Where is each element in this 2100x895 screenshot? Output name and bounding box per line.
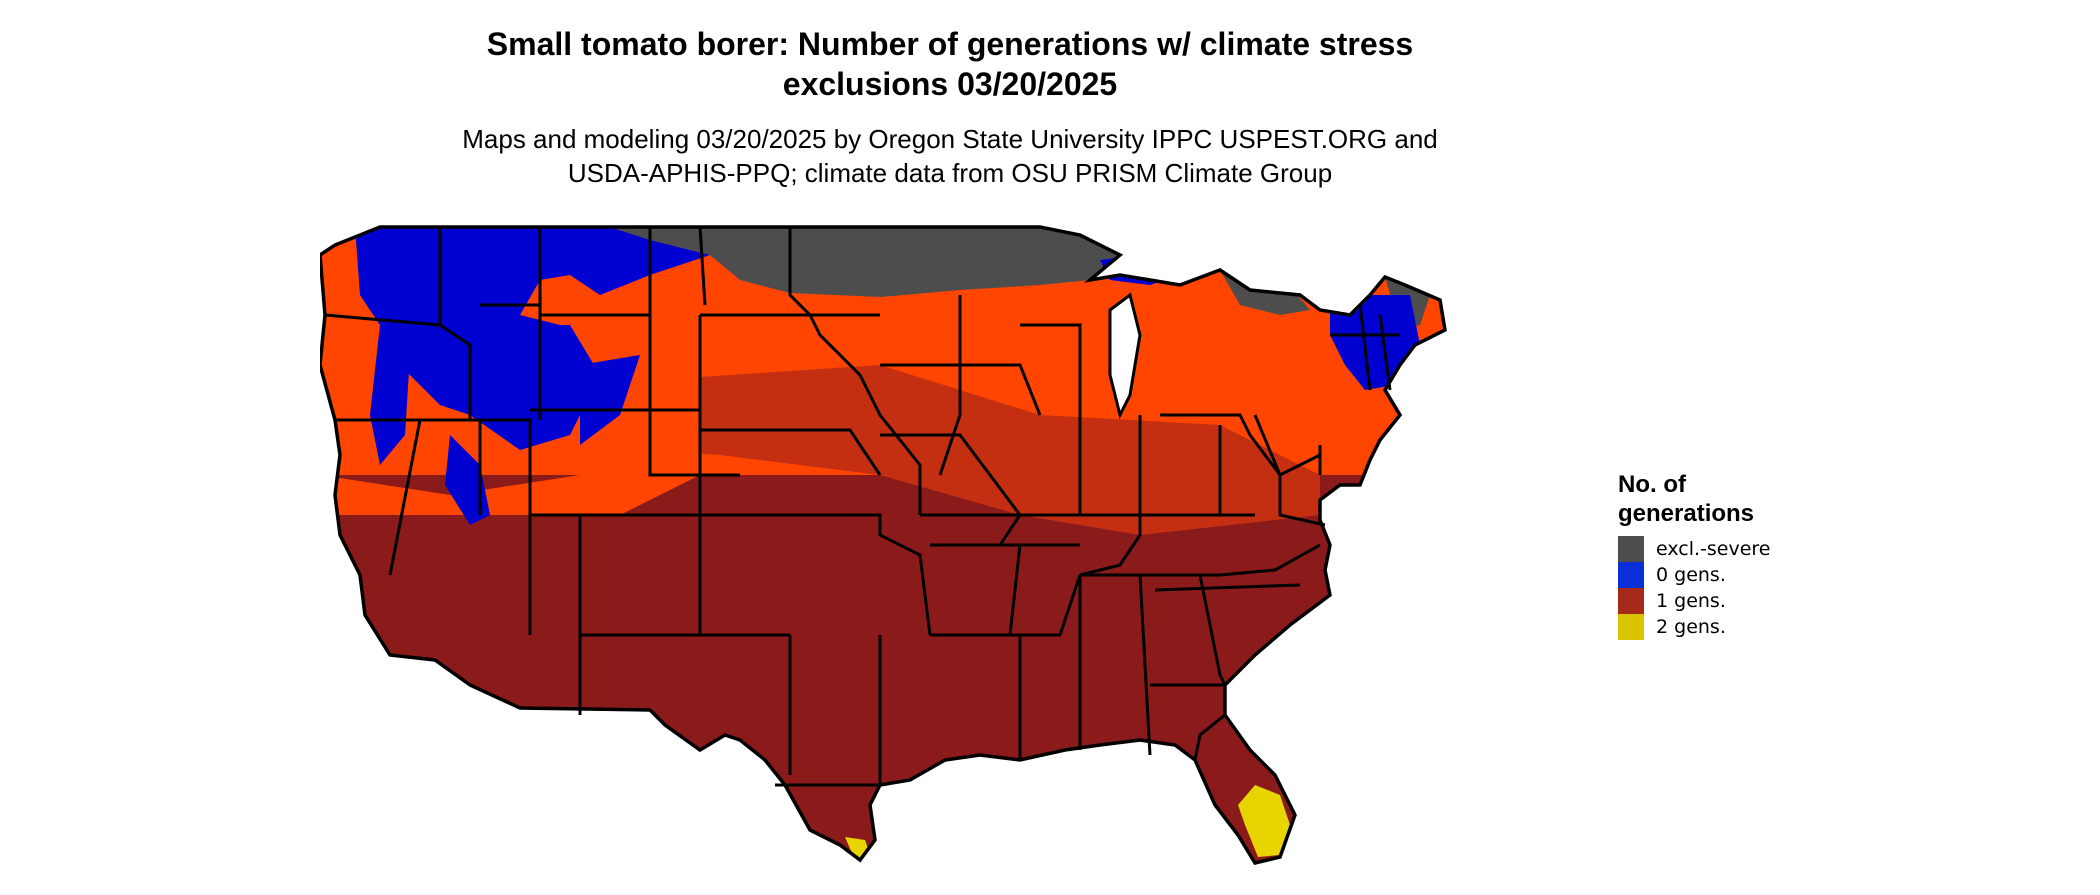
legend-title: No. of generations bbox=[1618, 470, 1771, 528]
title-line-2: exclusions 03/20/2025 bbox=[782, 66, 1118, 102]
excl-north-central bbox=[610, 227, 1120, 297]
us-generations-map bbox=[320, 225, 1447, 865]
generation-zones bbox=[320, 227, 1445, 863]
legend-label: excl.-severe bbox=[1656, 538, 1771, 560]
legend-swatch bbox=[1618, 588, 1644, 614]
legend-label: 2 gens. bbox=[1656, 616, 1726, 638]
legend-item-1-gens: 1 gens. bbox=[1618, 588, 1771, 614]
legend-swatch bbox=[1618, 562, 1644, 588]
map-subtitle: Maps and modeling 03/20/2025 by Oregon S… bbox=[0, 122, 1900, 190]
state-boundaries bbox=[320, 225, 1447, 865]
transition-band bbox=[580, 365, 1320, 535]
legend-swatch bbox=[1618, 614, 1644, 640]
legend-item-excl-severe: excl.-severe bbox=[1618, 536, 1771, 562]
title-line-1: Small tomato borer: Number of generation… bbox=[486, 26, 1414, 62]
zero-gens-northwest bbox=[355, 227, 710, 415]
subtitle-line-1: Maps and modeling 03/20/2025 by Oregon S… bbox=[462, 124, 1438, 154]
legend-swatch bbox=[1618, 536, 1644, 562]
two-gens-florida bbox=[1238, 785, 1290, 857]
legend: No. of generations excl.-severe 0 gens. … bbox=[1618, 470, 1771, 640]
legend-title-line-1: No. of bbox=[1618, 471, 1686, 498]
legend-label: 1 gens. bbox=[1656, 590, 1726, 612]
subtitle-line-2: USDA-APHIS-PPQ; climate data from OSU PR… bbox=[567, 158, 1333, 188]
legend-label: 0 gens. bbox=[1656, 564, 1726, 586]
legend-item-2-gens: 2 gens. bbox=[1618, 614, 1771, 640]
map-title: Small tomato borer: Number of generation… bbox=[0, 24, 1900, 104]
legend-title-line-2: generations bbox=[1618, 500, 1755, 527]
legend-item-0-gens: 0 gens. bbox=[1618, 562, 1771, 588]
